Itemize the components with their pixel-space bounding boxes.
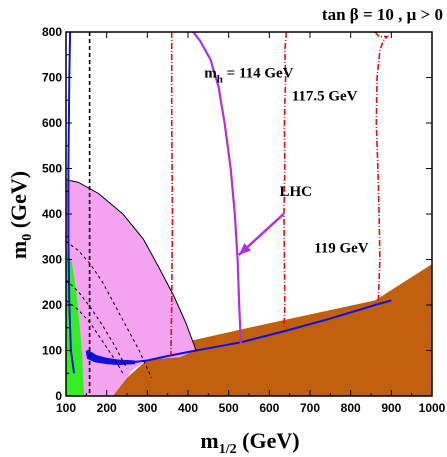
axes: 100 200 300 400 500 600 700 800 900 1000010020030… bbox=[42, 25, 446, 415]
chart-title: tan β = 10 , μ > 0 bbox=[322, 5, 443, 24]
x-axis-title: m1/2 (GeV) bbox=[200, 428, 299, 457]
curve-dash1 bbox=[66, 240, 152, 379]
x-tick-label: 300 bbox=[137, 401, 157, 415]
x-tick-label: 800 bbox=[341, 401, 361, 415]
blue-band bbox=[85, 350, 136, 366]
curve-mh117.5 bbox=[283, 32, 288, 328]
curve-mh114 bbox=[192, 32, 242, 344]
x-tick-label: 200 bbox=[97, 401, 117, 415]
y-tick-label: 0 bbox=[55, 389, 62, 403]
y-tick-label: 200 bbox=[42, 298, 62, 312]
brown-excluded bbox=[112, 264, 432, 396]
x-tick-label: 500 bbox=[219, 401, 239, 415]
y-tick-label: 600 bbox=[42, 116, 62, 130]
curve-dash3 bbox=[66, 279, 128, 369]
annotation-label: LHC bbox=[280, 184, 313, 200]
green-region bbox=[66, 245, 85, 396]
y-tick-label: 300 bbox=[42, 253, 62, 267]
y-axis-title: m0 (GeV) bbox=[6, 171, 35, 259]
curve-red-left bbox=[170, 32, 174, 356]
y-tick-label: 800 bbox=[42, 25, 62, 39]
x-tick-label: 900 bbox=[381, 401, 401, 415]
x-tick-label: 1000 bbox=[419, 401, 446, 415]
y-tick-label: 500 bbox=[42, 162, 62, 176]
annotations: mh = 114 GeV 117.5 GeV LHC 119 GeV bbox=[204, 66, 369, 257]
curve-dash2 bbox=[66, 300, 124, 374]
x-tick-label: 700 bbox=[300, 401, 320, 415]
x-tick-label: 600 bbox=[259, 401, 279, 415]
x-tick-label: 100 bbox=[56, 401, 76, 415]
annotation-label: 117.5 GeV bbox=[292, 88, 358, 104]
annotation-label: mh = 114 GeV bbox=[204, 66, 293, 86]
annotation-label: 119 GeV bbox=[314, 241, 369, 257]
curve-pink-boundary bbox=[66, 179, 197, 351]
lhc-arrow-head bbox=[238, 243, 252, 255]
y-tick-label: 100 bbox=[42, 344, 62, 358]
curve-mh119 bbox=[374, 32, 390, 301]
pink-region bbox=[66, 179, 197, 396]
plot-area bbox=[66, 32, 432, 396]
y-tick-label: 700 bbox=[42, 71, 62, 85]
y-tick-label: 400 bbox=[42, 207, 62, 221]
x-tick-label: 400 bbox=[178, 401, 198, 415]
